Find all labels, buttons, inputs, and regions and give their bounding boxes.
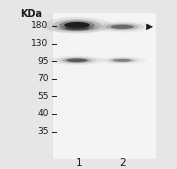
Text: 35: 35 xyxy=(37,127,49,136)
Bar xyxy=(53,13,156,159)
Ellipse shape xyxy=(65,27,89,30)
Ellipse shape xyxy=(104,57,140,63)
Text: 95: 95 xyxy=(37,57,49,66)
Ellipse shape xyxy=(113,59,131,62)
Ellipse shape xyxy=(44,17,110,33)
Ellipse shape xyxy=(64,22,90,28)
Ellipse shape xyxy=(57,57,97,64)
Text: 1: 1 xyxy=(75,158,82,168)
Text: 130: 130 xyxy=(32,39,49,48)
Ellipse shape xyxy=(109,58,135,63)
Text: KDa: KDa xyxy=(20,9,42,19)
Ellipse shape xyxy=(106,24,138,30)
Ellipse shape xyxy=(100,23,144,31)
Ellipse shape xyxy=(111,25,134,29)
Ellipse shape xyxy=(53,19,101,31)
Text: 180: 180 xyxy=(32,21,49,30)
Ellipse shape xyxy=(92,21,152,32)
Text: 2: 2 xyxy=(120,158,126,168)
Ellipse shape xyxy=(53,25,101,32)
Ellipse shape xyxy=(49,56,105,65)
Text: 70: 70 xyxy=(37,74,49,83)
Text: 40: 40 xyxy=(37,110,49,118)
Ellipse shape xyxy=(62,58,92,63)
Ellipse shape xyxy=(60,26,94,31)
Text: 55: 55 xyxy=(37,92,49,101)
Ellipse shape xyxy=(66,58,88,62)
Ellipse shape xyxy=(59,21,95,30)
